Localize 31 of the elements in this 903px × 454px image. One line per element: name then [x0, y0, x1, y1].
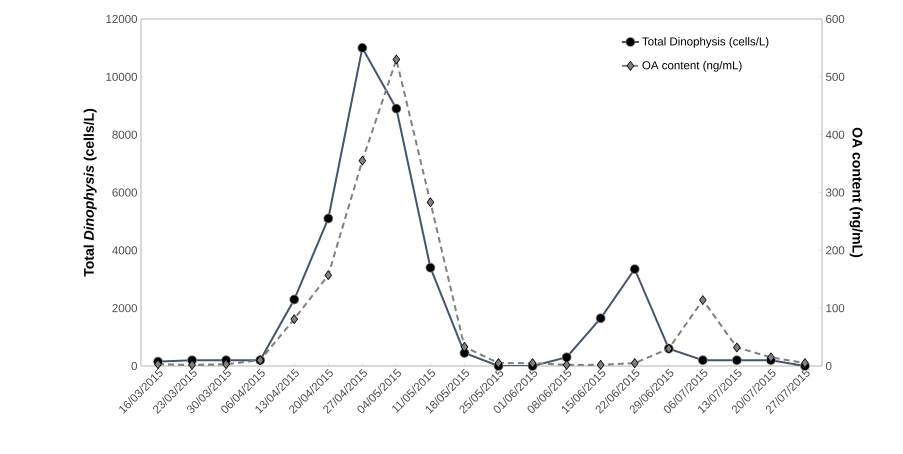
y2-axis-title: OA content (ng/mL) [850, 128, 863, 258]
point [324, 270, 332, 280]
legend-label: OA content (ng/mL) [642, 60, 742, 72]
y-tick-label: 0 [132, 362, 138, 370]
y2-tick-label: 200 [826, 246, 844, 254]
point [392, 54, 400, 64]
point [290, 314, 298, 324]
point [801, 358, 809, 368]
legend-label: Total Dinophysis (cells/L) [642, 37, 768, 48]
point [358, 156, 366, 166]
y2-tick-label: 500 [826, 72, 844, 81]
y-tick-label: 4000 [112, 246, 138, 254]
point [528, 358, 536, 368]
point [733, 342, 741, 352]
y-tick-label: 2000 [112, 304, 138, 312]
point [494, 358, 502, 368]
point [699, 295, 707, 305]
y2-tick-label: 0 [826, 362, 832, 370]
y-tick-label: 12000 [106, 14, 138, 24]
y-axis-title: Total Dinophysis (cells/L) [84, 108, 97, 277]
point [767, 352, 775, 362]
point [460, 342, 468, 352]
y2-tick-label: 300 [826, 188, 844, 197]
y-tick-label: 6000 [112, 188, 138, 197]
point [426, 197, 434, 208]
y2-tick-label: 100 [826, 304, 844, 312]
y2-tick-label: 600 [826, 14, 844, 24]
y-tick-label: 10000 [106, 72, 138, 81]
point [630, 358, 638, 368]
y2-tick-label: 400 [826, 130, 844, 139]
y-tick-label: 8000 [112, 130, 138, 139]
